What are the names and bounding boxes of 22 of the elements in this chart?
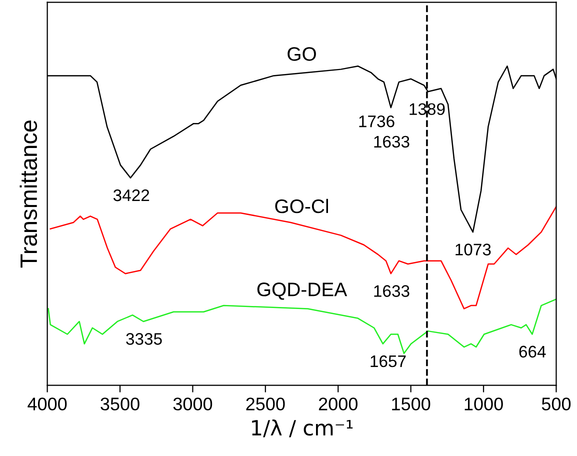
x-tick-label: 2000 (318, 398, 358, 410)
x-tick-label: 1500 (392, 398, 430, 410)
x-tick-label: 3000 (173, 398, 212, 410)
annotation: 1633 (374, 136, 410, 148)
annotation: 664 (519, 346, 546, 358)
annotation: 1633 (374, 285, 410, 297)
series-label: GO-Cl (275, 198, 328, 214)
y-axis-title: Transmittance (20, 120, 38, 268)
annotation: 1657 (370, 355, 406, 368)
annotation: 1073 (456, 244, 491, 256)
annotation: 1736 (359, 115, 394, 128)
x-tick-label: 500 (542, 398, 571, 410)
x-tick-label: 3500 (100, 398, 140, 410)
x-tick-label: 2500 (246, 398, 285, 410)
annotation: 1389 (410, 103, 445, 116)
x-tick-label: 1000 (464, 398, 503, 410)
series-label: GQD-DEA (257, 282, 348, 300)
annotation: 3335 (126, 333, 162, 345)
annotation: 3422 (113, 189, 150, 202)
x-tick-label: 4000 (28, 398, 67, 410)
x-axis-title: 1/λ / cm⁻¹ (252, 420, 353, 438)
series-label: GO (288, 47, 316, 61)
